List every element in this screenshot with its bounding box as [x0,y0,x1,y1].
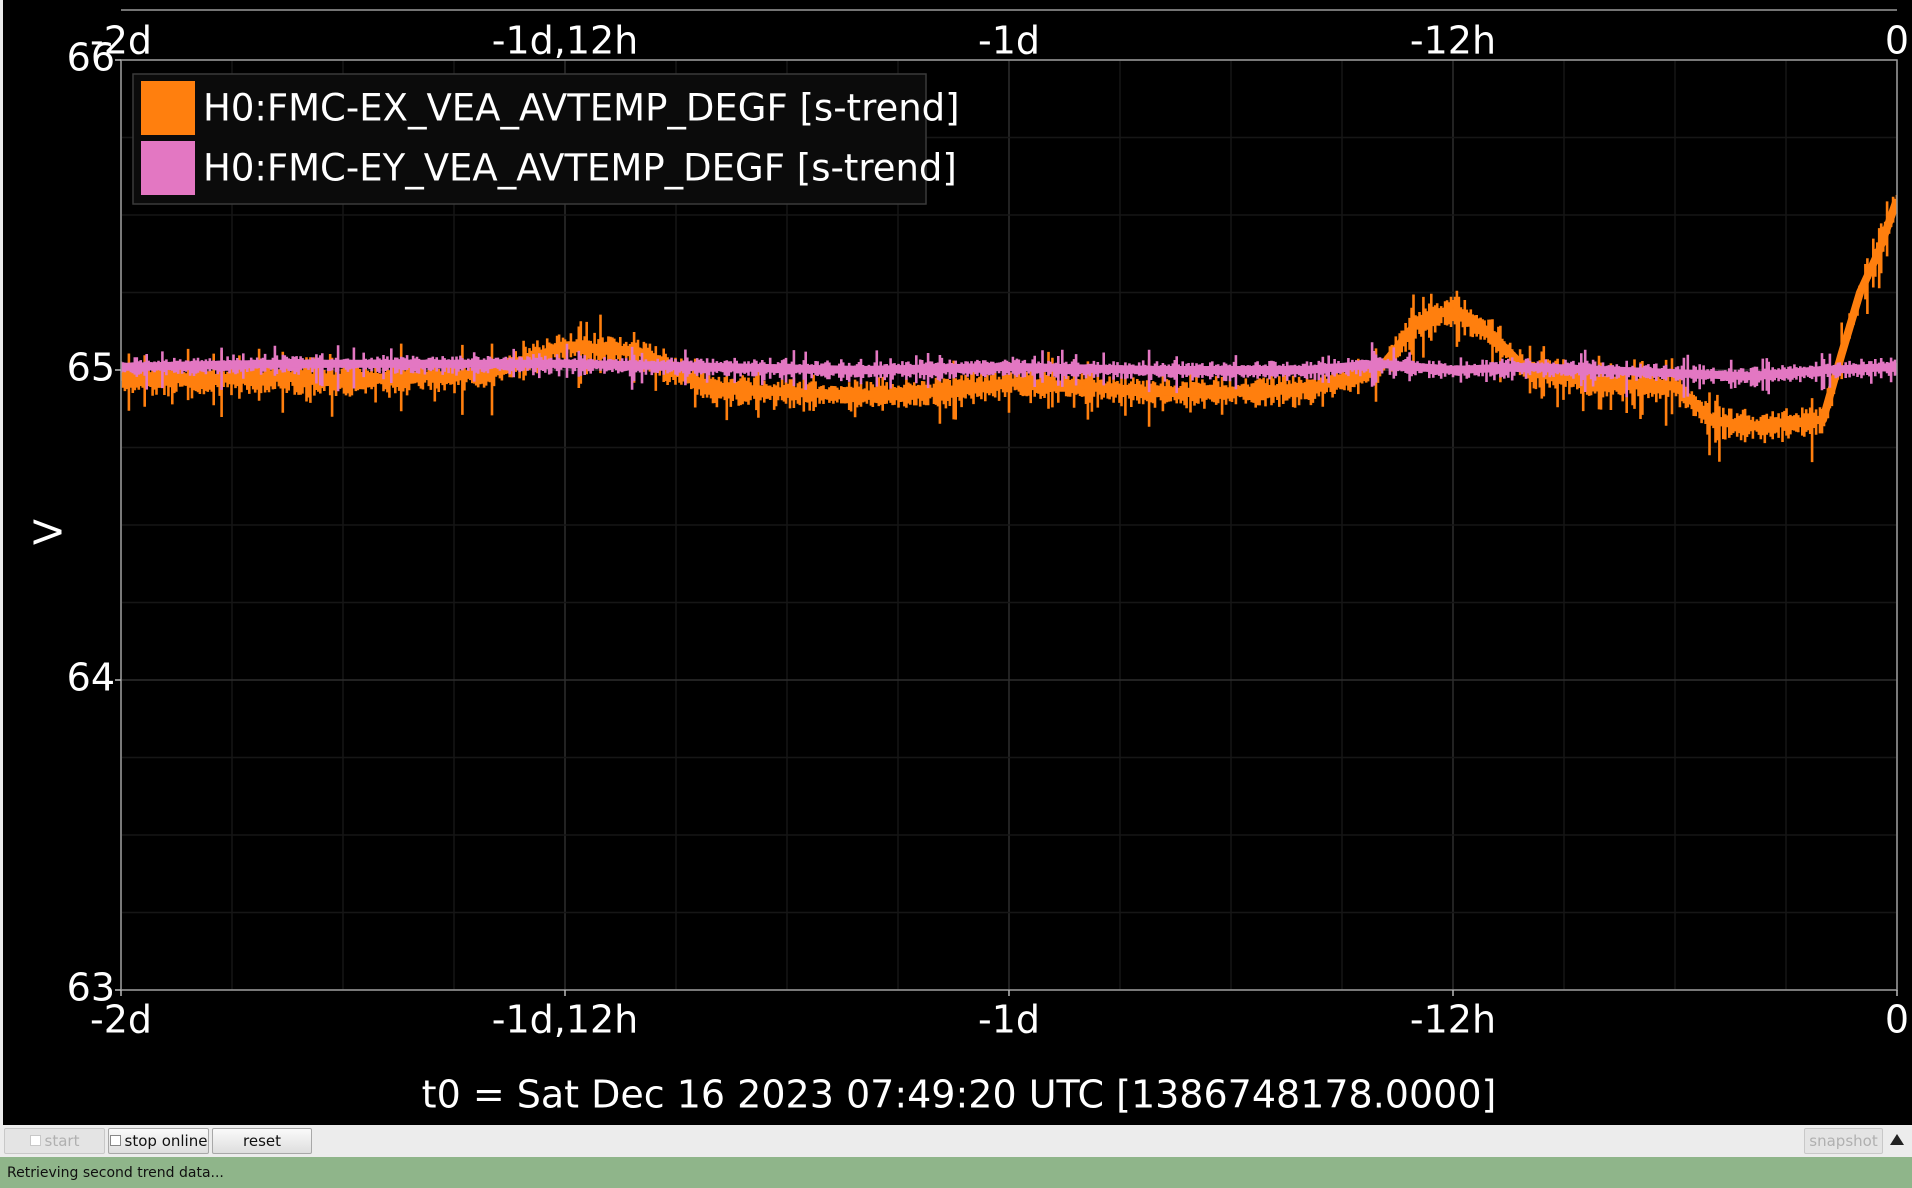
x-tick-label-top: -1d [978,19,1040,63]
data-point [1008,365,1010,368]
data-point [1600,381,1602,384]
data-point [712,365,714,368]
data-point [416,375,418,378]
data-point [1748,375,1750,378]
y-tick-label: 66 [67,36,115,80]
stop-online-checkbox-icon [109,1135,121,1146]
x-tick-label-top: -2d [90,19,152,63]
data-point [1415,322,1417,325]
data-point [1304,369,1306,371]
data-point [1082,384,1084,387]
data-point [268,362,270,365]
data-point [1859,291,1861,294]
data-point [1600,369,1602,371]
data-point [342,378,344,381]
legend-label: H0:FMC-EX_VEA_AVTEMP_DEGF [s-trend] [203,87,960,130]
data-point [860,369,862,371]
status-bar: Retrieving second trend data... [0,1157,1912,1188]
snapshot-button[interactable]: snapshot [1804,1128,1883,1154]
data-point [1711,418,1713,421]
data-point [1526,365,1528,368]
y-tick-label: 65 [67,346,115,390]
data-point [1785,421,1787,424]
data-point [1822,369,1824,371]
data-point [268,375,270,378]
data-point [1840,353,1843,356]
plot-area[interactable]: -2d -2d -1d,12h -1d,12h -1d -1d -12h -12h 0 0 63 64… [0,0,1912,1125]
x-tick-label-bottom: -1d [978,998,1040,1042]
legend-swatch [141,141,195,195]
data-point [1674,384,1676,387]
series-layer [121,195,1897,463]
data-point [1452,307,1454,309]
data-point [1452,369,1454,371]
data-point [1230,390,1232,393]
legend-swatch [141,81,195,135]
legend-label: H0:FMC-EY_VEA_AVTEMP_DEGF [s-trend] [203,147,957,190]
trend-chart[interactable]: -2d -2d -1d,12h -1d,12h -1d -1d -12h -12h 0 0 63 64… [3,0,1912,1125]
data-point [1156,369,1158,371]
data-point [1008,381,1010,384]
x-tick-label-bottom: -1d,12h [492,998,639,1042]
stop-online-button[interactable]: stop online [108,1128,209,1154]
start-online-button[interactable]: start online [4,1128,105,1174]
series-2 [121,342,1897,398]
axis-labels: -2d -2d -1d,12h -1d,12h -1d -1d -12h -12h 0 0 63 64… [67,19,1909,1042]
stop-online-label: stop online [124,1132,208,1150]
reset-button[interactable]: reset [212,1128,312,1154]
data-point [416,362,418,365]
x-tick-label-top: -12h [1410,19,1496,63]
data-point [1156,390,1158,393]
data-point [860,393,862,396]
y-axis-label: V [27,519,71,545]
data-point [786,390,788,393]
data-point [1822,418,1824,421]
data-point [1748,424,1750,427]
x-tick-label-bottom: 0 [1885,998,1909,1042]
data-point [1489,331,1491,334]
data-point [712,387,714,390]
data-point [490,372,492,375]
y-tick-label: 63 [67,966,115,1010]
data-point [934,390,936,393]
data-point [1378,362,1380,365]
data-point [638,350,640,353]
triangle-up-icon[interactable] [1890,1134,1904,1145]
status-message: Retrieving second trend data... [7,1165,224,1181]
start-online-checkbox-icon [29,1135,41,1146]
legend[interactable]: H0:FMC-EX_VEA_AVTEMP_DEGF [s-trend] H0:FM… [132,73,960,205]
x-tick-label-top: 0 [1885,19,1909,63]
data-point [194,378,196,381]
x-tick-label-top: -1d,12h [492,19,639,63]
data-point [1674,372,1676,375]
data-point [1877,251,1880,254]
x-tick-label-bottom: -12h [1410,998,1496,1042]
x-tick-label-bottom: -2d [90,998,152,1042]
y-tick-label: 64 [67,656,115,700]
toolbar: start online stop online reset snapshot [0,1125,1912,1174]
reset-label: reset [243,1132,281,1150]
snapshot-label: snapshot [1809,1132,1878,1150]
legend-box [132,73,927,205]
data-point [1304,387,1306,390]
data-point [564,362,566,365]
x-axis-label: t0 = Sat Dec 16 2023 07:49:20 UTC [13867… [422,1073,1497,1117]
data-point [564,344,566,347]
